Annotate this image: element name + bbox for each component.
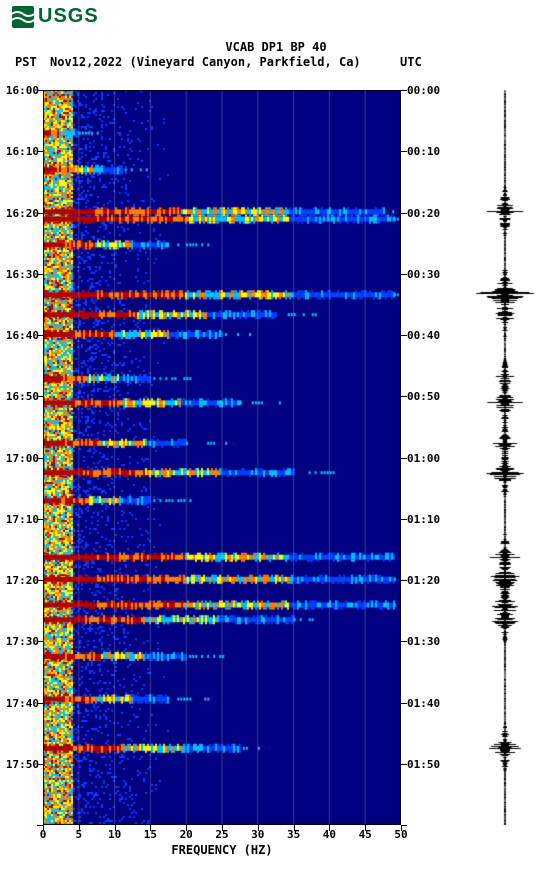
pst-tick-label: 17:20 <box>6 574 39 587</box>
pst-tick-label: 16:50 <box>6 390 39 403</box>
pst-tick-label: 16:30 <box>6 268 39 281</box>
usgs-text: USGS <box>38 5 99 28</box>
date-header: Nov12,2022 (Vineyard Canyon, Parkfield, … <box>50 55 361 69</box>
time-tick <box>37 274 43 275</box>
time-tick <box>401 90 407 91</box>
freq-tick <box>294 825 295 831</box>
utc-tick-label: 01:20 <box>407 574 440 587</box>
utc-tick-label: 00:30 <box>407 268 440 281</box>
time-tick <box>401 764 407 765</box>
pst-tick-label: 17:30 <box>6 635 39 648</box>
pst-tick-label: 16:20 <box>6 207 39 220</box>
seismogram-canvas <box>470 90 540 825</box>
freq-tick <box>115 825 116 831</box>
time-tick <box>401 335 407 336</box>
time-tick <box>37 519 43 520</box>
utc-tick-label: 01:50 <box>407 758 440 771</box>
time-tick <box>37 764 43 765</box>
utc-tick-label: 00:10 <box>407 145 440 158</box>
usgs-logo: USGS <box>12 5 99 28</box>
spectrogram-canvas <box>43 90 401 825</box>
pst-tick-label: 16:00 <box>6 84 39 97</box>
time-tick <box>37 703 43 704</box>
utc-tick-label: 00:00 <box>407 84 440 97</box>
pst-tick-label: 17:40 <box>6 697 39 710</box>
time-tick <box>401 641 407 642</box>
pst-tick-label: 17:00 <box>6 452 39 465</box>
freq-tick <box>365 825 366 831</box>
time-tick <box>37 641 43 642</box>
time-tick <box>401 396 407 397</box>
utc-tick-label: 00:40 <box>407 329 440 342</box>
pst-tick-label: 16:10 <box>6 145 39 158</box>
time-tick <box>401 151 407 152</box>
spectrogram-plot <box>43 90 401 825</box>
seismogram-plot <box>470 90 540 825</box>
time-tick <box>37 396 43 397</box>
time-tick <box>37 90 43 91</box>
pst-tick-label: 16:40 <box>6 329 39 342</box>
utc-tick-label: 01:00 <box>407 452 440 465</box>
utc-tick-label: 00:50 <box>407 390 440 403</box>
freq-tick <box>222 825 223 831</box>
usgs-wave-icon <box>12 6 34 28</box>
utc-tick-label: 00:20 <box>407 207 440 220</box>
time-tick <box>37 151 43 152</box>
utc-header: UTC <box>400 55 422 69</box>
time-tick <box>401 274 407 275</box>
time-tick <box>401 213 407 214</box>
time-tick <box>37 335 43 336</box>
time-tick <box>401 580 407 581</box>
freq-tick <box>329 825 330 831</box>
frequency-axis-label: FREQUENCY (HZ) <box>43 843 401 857</box>
freq-tick <box>401 825 402 831</box>
time-tick <box>401 703 407 704</box>
time-tick <box>37 580 43 581</box>
freq-tick <box>186 825 187 831</box>
chart-title: VCAB DP1 BP 40 <box>0 40 552 54</box>
pst-header: PST <box>15 55 37 69</box>
pst-tick-label: 17:10 <box>6 513 39 526</box>
freq-tick <box>79 825 80 831</box>
time-tick <box>37 213 43 214</box>
utc-tick-label: 01:30 <box>407 635 440 648</box>
time-tick <box>37 458 43 459</box>
time-tick <box>401 519 407 520</box>
utc-tick-label: 01:10 <box>407 513 440 526</box>
freq-tick <box>43 825 44 831</box>
freq-tick <box>150 825 151 831</box>
utc-tick-label: 01:40 <box>407 697 440 710</box>
time-tick <box>401 458 407 459</box>
pst-tick-label: 17:50 <box>6 758 39 771</box>
freq-tick <box>258 825 259 831</box>
